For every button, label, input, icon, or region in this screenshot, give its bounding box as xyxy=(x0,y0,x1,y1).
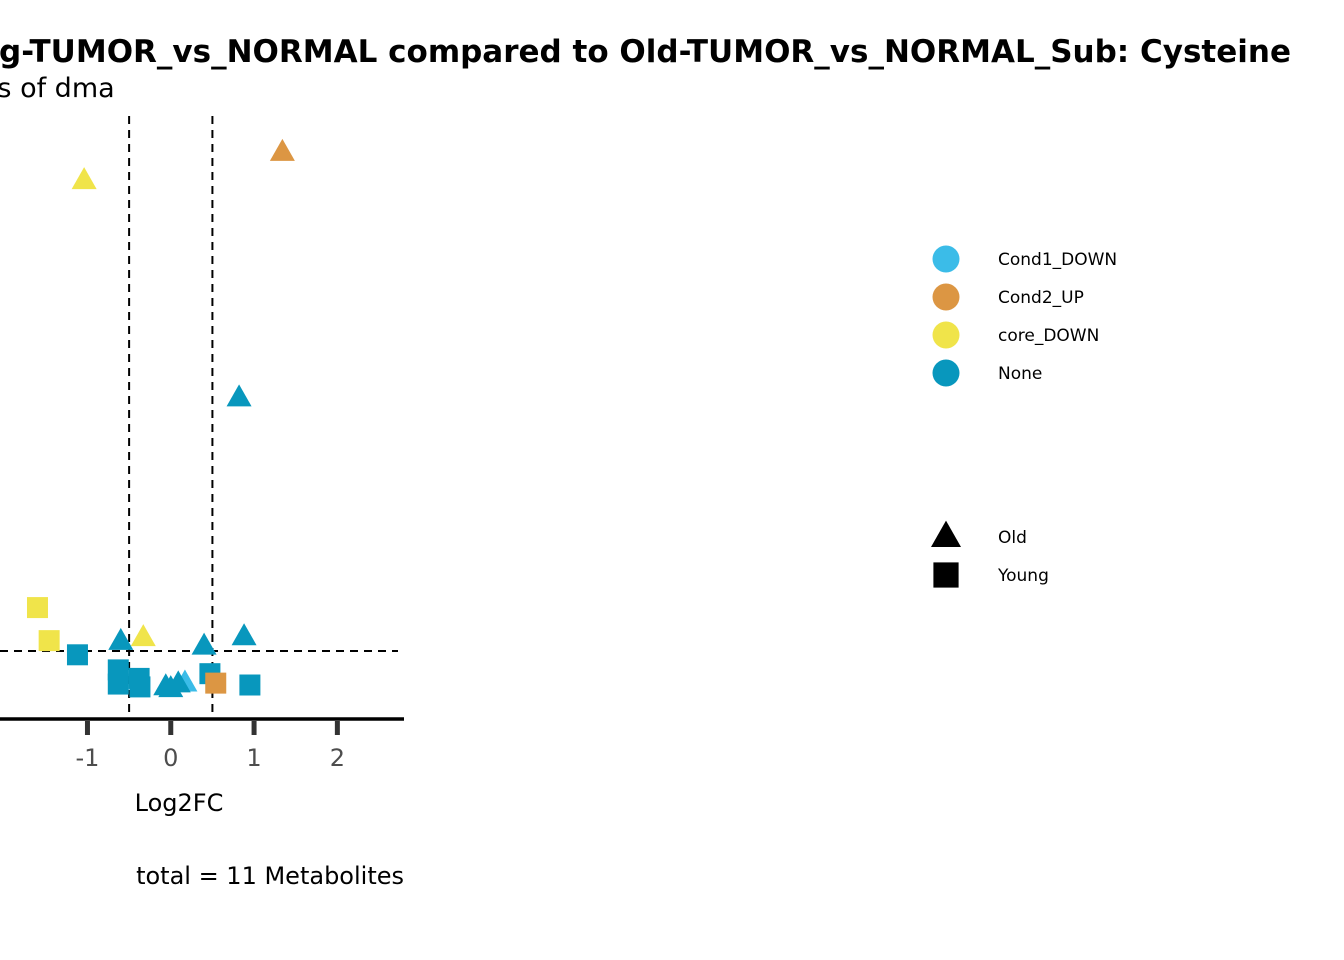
chart-title: Young-TUMOR_vs_NORMAL compared to Old-TU… xyxy=(0,34,1291,70)
data-point-none xyxy=(158,675,184,698)
x-tick-label: 1 xyxy=(246,744,261,772)
x-axis-ticks: -1 0 1 2 xyxy=(75,721,345,772)
x-tick-label: 0 xyxy=(163,744,178,772)
legend-color-label: core_DOWN xyxy=(998,326,1099,346)
chart-caption: total = 11 Metabolites xyxy=(136,862,404,890)
x-axis-label: Log2FC xyxy=(135,789,224,817)
legend-shape-label: Old xyxy=(998,528,1027,548)
legend-color-key xyxy=(932,283,960,311)
data-point-none xyxy=(107,673,129,695)
data-point-none xyxy=(231,623,257,646)
legend-color-label: Cond1_DOWN xyxy=(998,250,1117,270)
legend-status: Cond1_DOWN Cond2_UP core_DOWN None xyxy=(932,245,1117,387)
legend-shape-label: Young xyxy=(997,566,1049,586)
data-point-none xyxy=(226,384,252,407)
legend-group: Old Young xyxy=(931,520,1049,588)
data-point-cond2-up xyxy=(269,138,295,161)
data-point-core-down xyxy=(71,167,97,190)
data-point-cond2-up xyxy=(205,672,227,694)
legend-color-label: Cond2_UP xyxy=(998,288,1084,308)
chart-subtitle: Results of dma xyxy=(0,73,115,104)
data-points xyxy=(26,138,295,698)
x-tick-label: -1 xyxy=(75,744,99,772)
legend-shape-key xyxy=(933,562,959,588)
legend-shape-key xyxy=(931,520,961,548)
data-point-none xyxy=(191,632,217,655)
legend-color-key xyxy=(932,359,960,387)
data-point-none xyxy=(108,627,134,650)
data-point-core-down xyxy=(130,624,156,647)
threshold-lines xyxy=(0,116,398,719)
legend-color-key xyxy=(932,321,960,349)
data-point-none xyxy=(66,644,88,666)
data-point-none xyxy=(239,674,261,696)
x-tick-label: 2 xyxy=(330,744,345,772)
legend-color-key xyxy=(932,245,960,273)
data-point-core-down xyxy=(26,597,48,619)
legend-color-label: None xyxy=(998,364,1042,384)
data-point-none xyxy=(129,676,151,698)
data-point-core-down xyxy=(38,630,60,652)
